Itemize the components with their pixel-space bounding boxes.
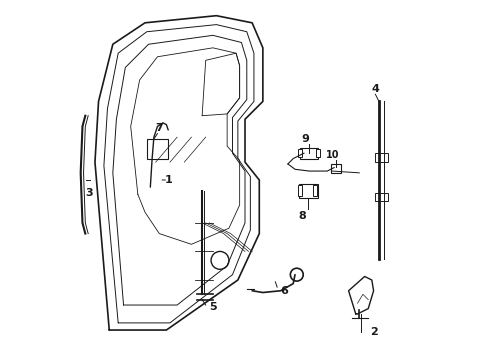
Text: 6: 6 xyxy=(280,286,288,296)
Text: 2: 2 xyxy=(370,327,377,337)
Bar xyxy=(375,193,388,202)
Text: 4: 4 xyxy=(371,84,379,94)
Bar xyxy=(298,185,302,196)
Bar xyxy=(313,185,317,196)
Bar xyxy=(375,153,388,162)
Bar xyxy=(297,149,302,157)
Text: 8: 8 xyxy=(298,211,306,221)
Text: 3: 3 xyxy=(86,188,94,198)
Bar xyxy=(331,164,342,173)
Bar xyxy=(300,148,318,158)
Bar xyxy=(298,184,318,198)
Bar xyxy=(316,149,320,157)
Text: 5: 5 xyxy=(209,302,217,312)
Text: 10: 10 xyxy=(326,150,339,160)
Text: 7: 7 xyxy=(155,123,163,133)
Text: 1: 1 xyxy=(164,175,172,185)
Bar xyxy=(147,139,168,158)
Text: 9: 9 xyxy=(302,134,310,144)
